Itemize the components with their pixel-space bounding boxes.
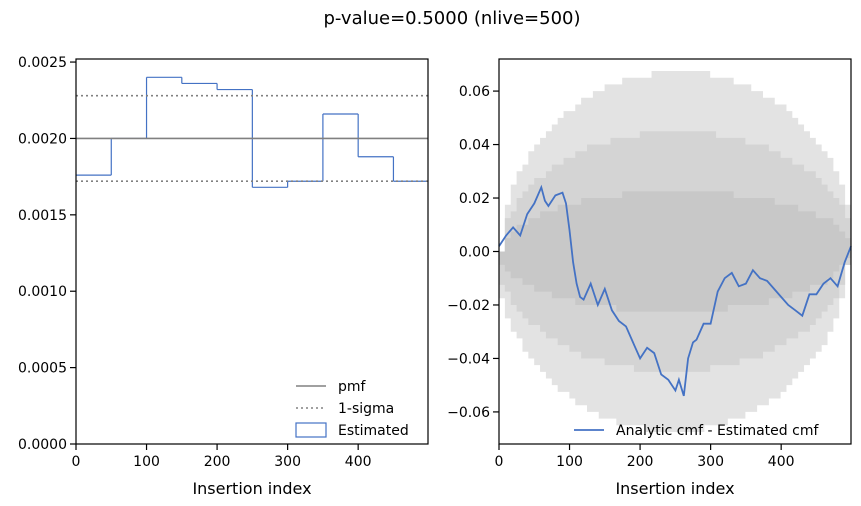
x-tick-label: 400 (768, 454, 795, 470)
y-tick-label: −0.06 (447, 405, 490, 421)
x-tick-label: 0 (495, 454, 504, 470)
x-tick-label: 100 (133, 454, 160, 470)
y-tick-label: 0.00 (459, 245, 490, 261)
legend-label: 1-sigma (338, 401, 394, 417)
y-tick-label: 0.0020 (18, 131, 67, 147)
y-tick-label: −0.02 (447, 298, 490, 314)
x-tick-label: 300 (697, 454, 724, 470)
legend-swatch-estimated (295, 422, 327, 438)
y-tick-label: 0.02 (459, 191, 490, 207)
x-tick-label: 300 (274, 454, 301, 470)
left-panel: 0 100 200 300 400 0.0000 0.0005 0.0010 0.0015 0.0… (18, 55, 429, 498)
y-tick-label: 0.06 (459, 84, 490, 100)
cmf-difference-line (498, 184, 852, 397)
right-panel: 0 100 200 300 400 −0.06 −0.04 −0.02 0.00 0.02 0.04… (447, 58, 852, 498)
y-tick-label: 0.04 (459, 138, 490, 154)
x-tick-label: 100 (556, 454, 583, 470)
plot-area (498, 71, 852, 432)
legend: pmf 1-sigma Estimated (295, 379, 409, 439)
legend-label: Estimated (338, 423, 409, 439)
legend: Analytic cmf - Estimated cmf (574, 423, 819, 439)
legend-label: pmf (338, 379, 367, 395)
y-tick-label: 0.0000 (18, 437, 67, 453)
x-tick-label: 0 (72, 454, 81, 470)
y-tick-label: 0.0015 (18, 208, 67, 224)
x-axis-label: Insertion index (192, 479, 311, 498)
x-axis-label: Insertion index (615, 479, 734, 498)
axes-frame (75, 58, 429, 445)
y-tick-label: −0.04 (447, 351, 490, 367)
legend-label: Analytic cmf - Estimated cmf (616, 423, 819, 439)
x-tick-label: 200 (627, 454, 654, 470)
figure-title: p-value=0.5000 (nlive=500) (323, 8, 580, 29)
x-tick-label: 200 (204, 454, 231, 470)
x-tick-label: 400 (345, 454, 372, 470)
plot-area (76, 76, 428, 188)
y-tick-label: 0.0010 (18, 284, 67, 300)
y-tick-label: 0.0005 (18, 361, 67, 377)
y-tick-label: 0.0025 (18, 55, 67, 71)
sigma-band-1 (499, 191, 851, 312)
